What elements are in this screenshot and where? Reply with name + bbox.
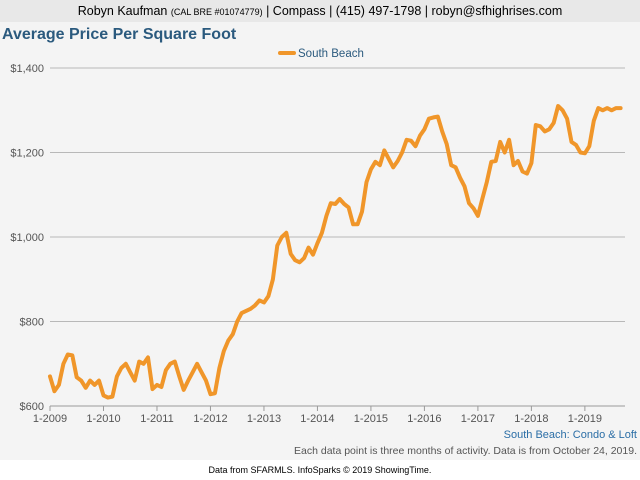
x-tick-label: 1-2019 xyxy=(568,413,602,425)
x-tick-label: 1-2013 xyxy=(247,413,281,425)
x-tick-label: 1-2015 xyxy=(354,413,388,425)
chart-title: Average Price Per Square Foot xyxy=(2,26,237,43)
x-tick-label: 1-2016 xyxy=(407,413,441,425)
y-tick-label: $1,000 xyxy=(10,232,44,244)
y-tick-label: $800 xyxy=(20,317,44,329)
agent-name: Robyn Kaufman xyxy=(77,4,168,18)
x-tick-label: 1-2017 xyxy=(461,413,495,425)
agent-license: (CAL BRE #01074779) xyxy=(170,7,263,17)
y-tick-label: $600 xyxy=(20,401,44,413)
data-credit: Data from SFARMLS. InfoSparks © 2019 Sho… xyxy=(208,465,432,475)
y-tick-label: $1,400 xyxy=(10,63,44,75)
x-tick-label: 1-2010 xyxy=(86,413,120,425)
legend-label: South Beach xyxy=(298,48,364,60)
source-label: South Beach: Condo & Loft xyxy=(503,429,637,441)
x-tick-label: 1-2009 xyxy=(33,413,67,425)
agent-contact: | Compass | (415) 497-1798 | robyn@sfhig… xyxy=(266,4,563,18)
x-tick-label: 1-2011 xyxy=(140,413,173,425)
footer-note: Each data point is three months of activ… xyxy=(294,445,637,457)
series-line-south-beach xyxy=(48,104,623,400)
chart-area: $600 $800 $1,000 $1,200 $1,400 1-2009 1-2010 1-… xyxy=(0,22,640,460)
line-chart: $600 $800 $1,000 $1,200 $1,400 1-2009 1-2010 1-… xyxy=(10,48,625,425)
y-tick-label: $1,200 xyxy=(10,148,44,160)
header-bar: Robyn Kaufman (CAL BRE #01074779) | Comp… xyxy=(0,0,640,22)
x-tick-label: 1-2014 xyxy=(300,413,334,425)
x-tick-label: 1-2018 xyxy=(514,413,548,425)
x-tick-label: 1-2012 xyxy=(193,413,227,425)
